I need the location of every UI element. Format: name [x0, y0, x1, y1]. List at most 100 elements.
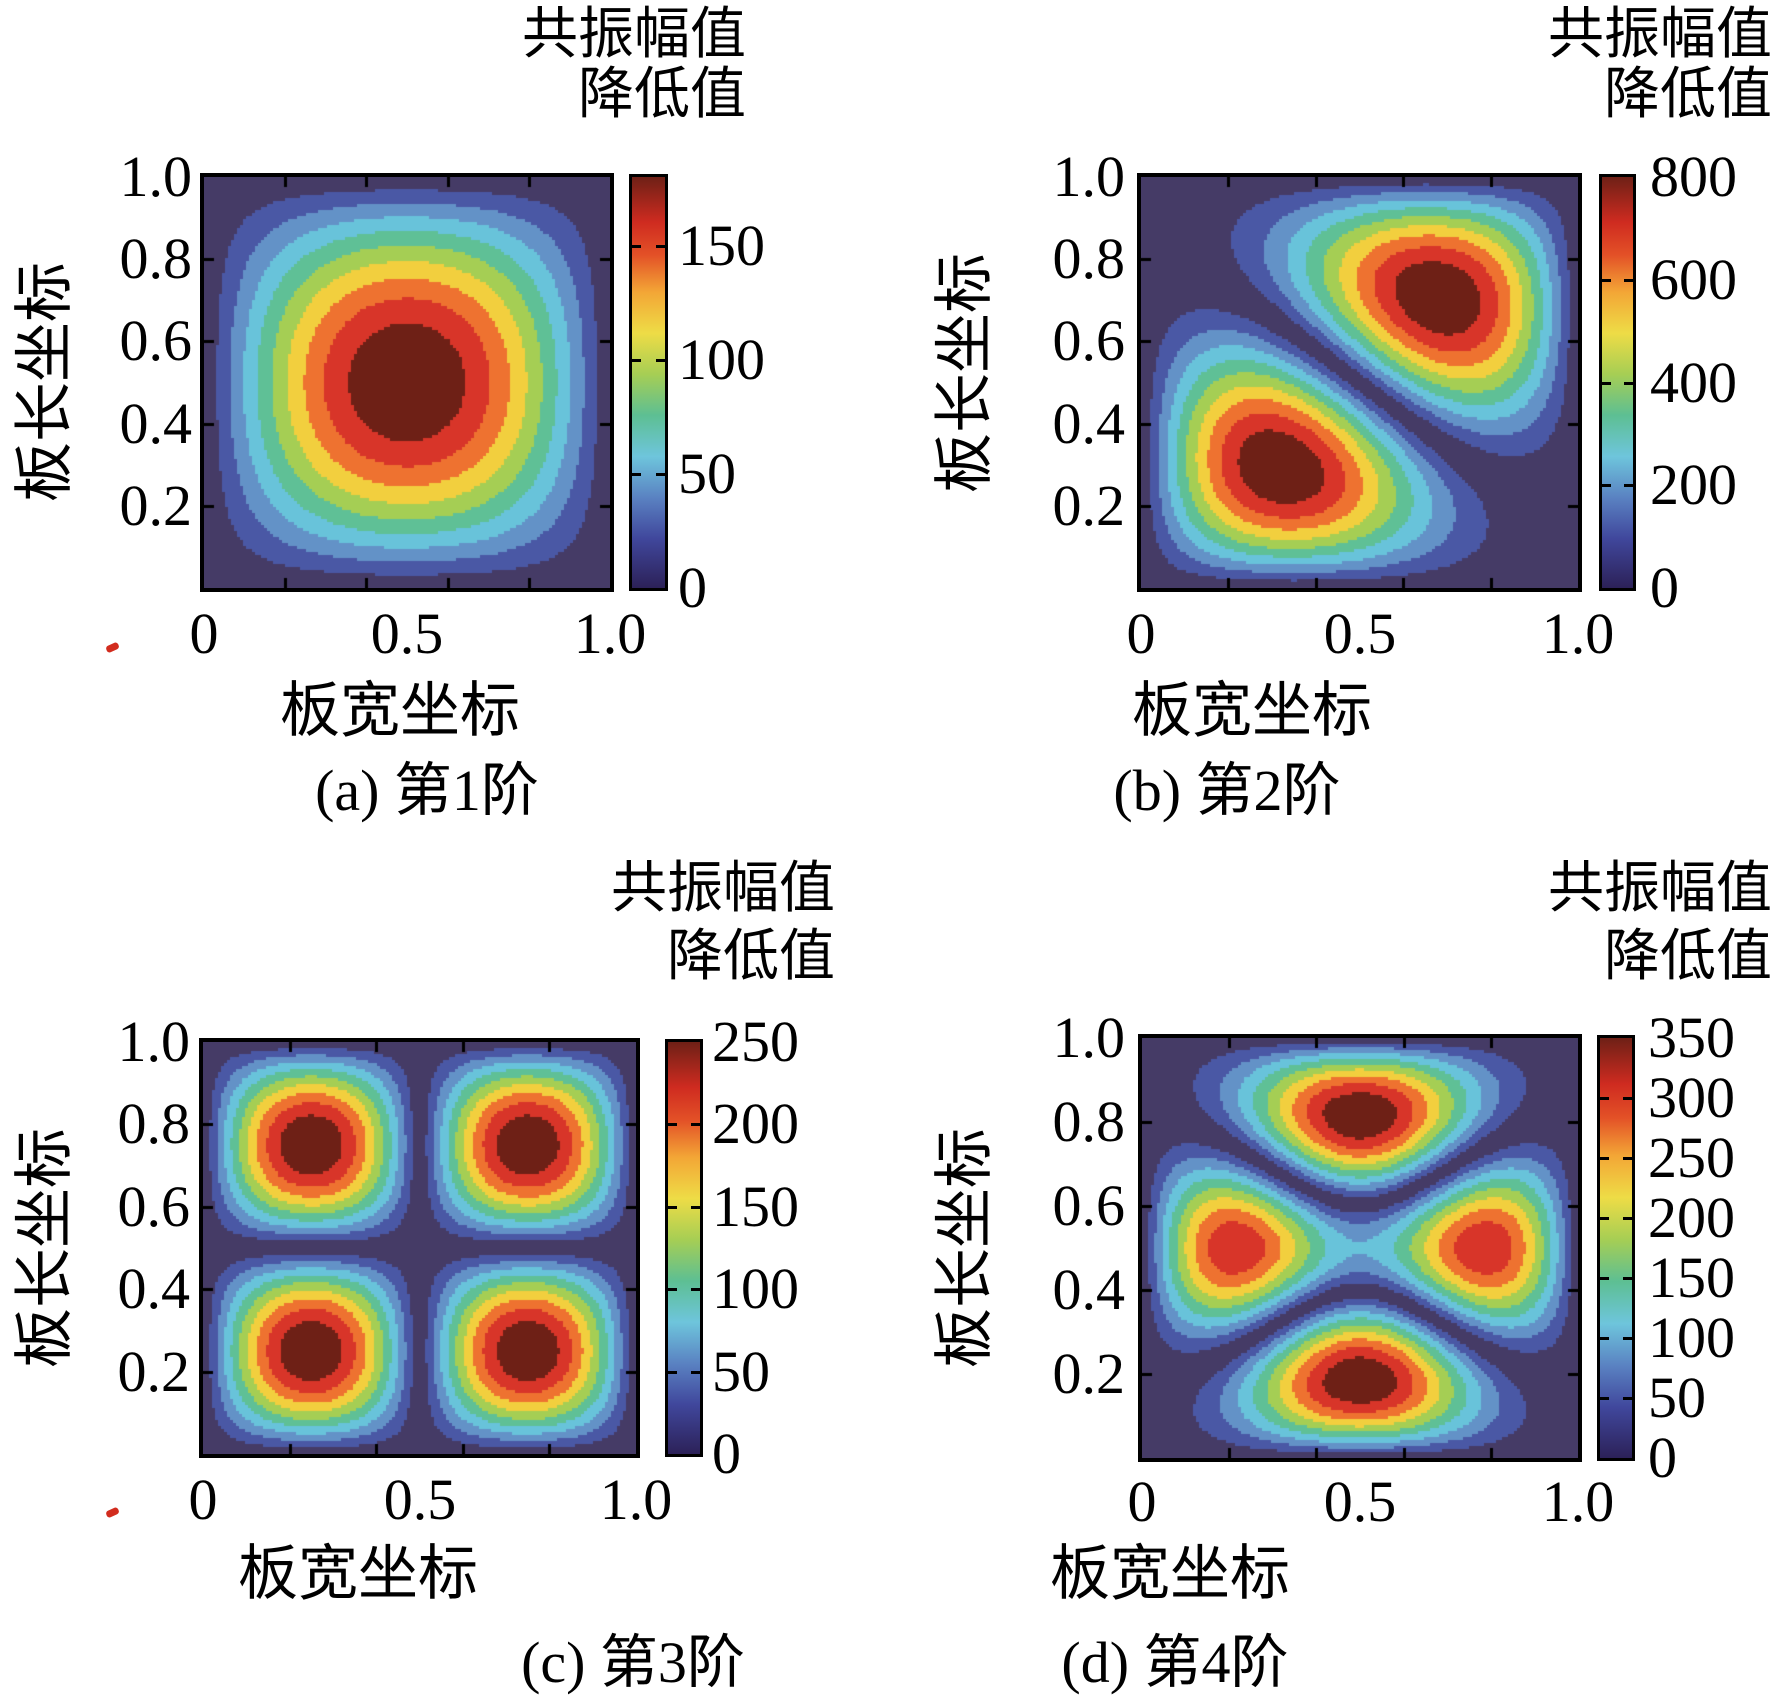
y-tick-label: 0.2	[117, 1339, 191, 1404]
subplot-caption-a: (a) 第1阶	[315, 758, 539, 823]
colorbar-tick-label: 100	[712, 1256, 799, 1321]
x-tick-label: 0	[189, 601, 219, 666]
colorbar-tick-mark	[1600, 1157, 1609, 1160]
y-axis-label-d: 板长坐标	[932, 1128, 998, 1368]
colorbar-tick-mark	[1624, 382, 1633, 385]
y-tick-label: 0.6	[1052, 1173, 1126, 1238]
colorbar-tick-label: 50	[1648, 1365, 1706, 1430]
y-tick-label: 0.8	[1052, 1089, 1126, 1154]
colorbar-tick-label: 200	[1650, 452, 1737, 517]
colorbar-tick-mark	[1600, 1097, 1609, 1100]
colorbar-tick-label: 0	[678, 555, 707, 620]
x-axis-label-a: 板宽坐标	[280, 678, 520, 744]
x-tick-label: 0.5	[370, 601, 444, 666]
y-tick-label: 0.2	[1052, 473, 1126, 538]
colorbar-tick-mark	[632, 473, 641, 476]
x-tick-label: 0.5	[383, 1467, 457, 1532]
colorbar-tick-label: 800	[1650, 144, 1737, 209]
colorbar-tick-mark	[691, 1288, 700, 1291]
y-tick-label: 0.2	[1052, 1341, 1126, 1406]
colorbar-title-line1: 共振幅值	[522, 4, 746, 66]
y-tick-label: 0.4	[1052, 391, 1126, 456]
y-tick-label: 0.2	[119, 473, 193, 538]
x-tick-label: 0	[1126, 601, 1156, 666]
colorbar-tick-mark	[1623, 1097, 1632, 1100]
subplot-caption-c: (c) 第3阶	[521, 1630, 745, 1695]
colorbar-tick-mark	[1600, 1337, 1609, 1340]
y-tick-label: 1.0	[1052, 1005, 1126, 1070]
y-tick-label: 0.4	[119, 391, 193, 456]
x-tick-label: 0	[1127, 1469, 1157, 1534]
colorbar-title-line2: 降低值	[1604, 926, 1772, 988]
y-tick-label: 0.4	[1052, 1257, 1126, 1322]
colorbar-tick-label: 50	[712, 1339, 770, 1404]
x-axis-label-b: 板宽坐标	[1132, 678, 1372, 744]
colorbar-tick-label: 100	[678, 327, 765, 392]
colorbar-tick-label: 300	[1648, 1065, 1735, 1130]
subplot-caption-d: (d) 第4阶	[1061, 1630, 1289, 1695]
colorbar-title-line2: 降低值	[1604, 64, 1772, 126]
colorbar-tick-mark	[668, 1123, 677, 1126]
colorbar-tick-mark	[1623, 1277, 1632, 1280]
colorbar-a	[629, 174, 668, 591]
y-axis-label-a: 板长坐标	[12, 262, 78, 502]
colorbar-tick-label: 250	[712, 1009, 799, 1074]
colorbar-tick-label: 600	[1650, 247, 1737, 312]
colorbar-tick-mark	[1623, 1397, 1632, 1400]
colorbar-tick-label: 350	[1648, 1005, 1735, 1070]
colorbar-c	[665, 1039, 703, 1457]
colorbar-tick-mark	[1623, 1157, 1632, 1160]
colorbar-title-line2: 降低值	[578, 64, 746, 126]
x-axis-label-d: 板宽坐标	[1050, 1541, 1290, 1607]
colorbar-tick-mark	[632, 359, 641, 362]
colorbar-tick-mark	[632, 245, 641, 248]
y-tick-label: 0.4	[117, 1256, 191, 1321]
colorbar-tick-mark	[656, 359, 665, 362]
colorbar-tick-mark	[656, 473, 665, 476]
x-tick-label: 1.0	[1541, 601, 1615, 666]
y-tick-label: 0.6	[117, 1174, 191, 1239]
y-tick-label: 1.0	[117, 1009, 191, 1074]
colorbar-tick-mark	[691, 1123, 700, 1126]
colorbar-tick-mark	[1600, 1217, 1609, 1220]
colorbar-title-line1: 共振幅值	[1548, 858, 1772, 920]
colorbar-tick-label: 400	[1650, 350, 1737, 415]
y-tick-label: 1.0	[119, 144, 193, 209]
y-tick-label: 0.8	[1052, 226, 1126, 291]
colorbar-b	[1599, 174, 1636, 591]
colorbar-title-line1: 共振幅值	[1548, 4, 1772, 66]
colorbar-tick-mark	[1600, 1277, 1609, 1280]
x-axis-label-c: 板宽坐标	[238, 1541, 478, 1607]
y-axis-label-b: 板长坐标	[932, 253, 998, 493]
x-tick-label: 1.0	[599, 1467, 673, 1532]
colorbar-tick-label: 200	[712, 1091, 799, 1156]
colorbar-tick-mark	[1624, 279, 1633, 282]
colorbar-tick-label: 150	[678, 213, 765, 278]
y-tick-label: 0.8	[119, 226, 193, 291]
y-axis-label-c: 板长坐标	[12, 1128, 78, 1368]
colorbar-d	[1597, 1035, 1635, 1461]
colorbar-tick-label: 100	[1648, 1305, 1735, 1370]
colorbar-tick-mark	[691, 1206, 700, 1209]
colorbar-tick-label: 150	[1648, 1245, 1735, 1310]
colorbar-tick-mark	[1602, 279, 1611, 282]
x-tick-label: 0.5	[1323, 601, 1397, 666]
x-tick-label: 1.0	[573, 601, 647, 666]
contour-plot-c	[199, 1038, 640, 1458]
scan-artifact	[105, 1506, 120, 1519]
colorbar-tick-mark	[668, 1371, 677, 1374]
scan-artifact	[105, 641, 120, 654]
colorbar-tick-label: 0	[712, 1421, 741, 1486]
colorbar-tick-mark	[668, 1288, 677, 1291]
colorbar-tick-label: 250	[1648, 1125, 1735, 1190]
colorbar-tick-mark	[1600, 1397, 1609, 1400]
colorbar-tick-label: 50	[678, 441, 736, 506]
x-tick-label: 0	[188, 1467, 218, 1532]
colorbar-tick-mark	[1623, 1217, 1632, 1220]
y-tick-label: 1.0	[1052, 144, 1126, 209]
colorbar-tick-mark	[1602, 382, 1611, 385]
contour-plot-a	[200, 173, 614, 592]
colorbar-tick-label: 150	[712, 1174, 799, 1239]
x-tick-label: 1.0	[1541, 1469, 1615, 1534]
colorbar-title-line1: 共振幅值	[611, 858, 835, 920]
